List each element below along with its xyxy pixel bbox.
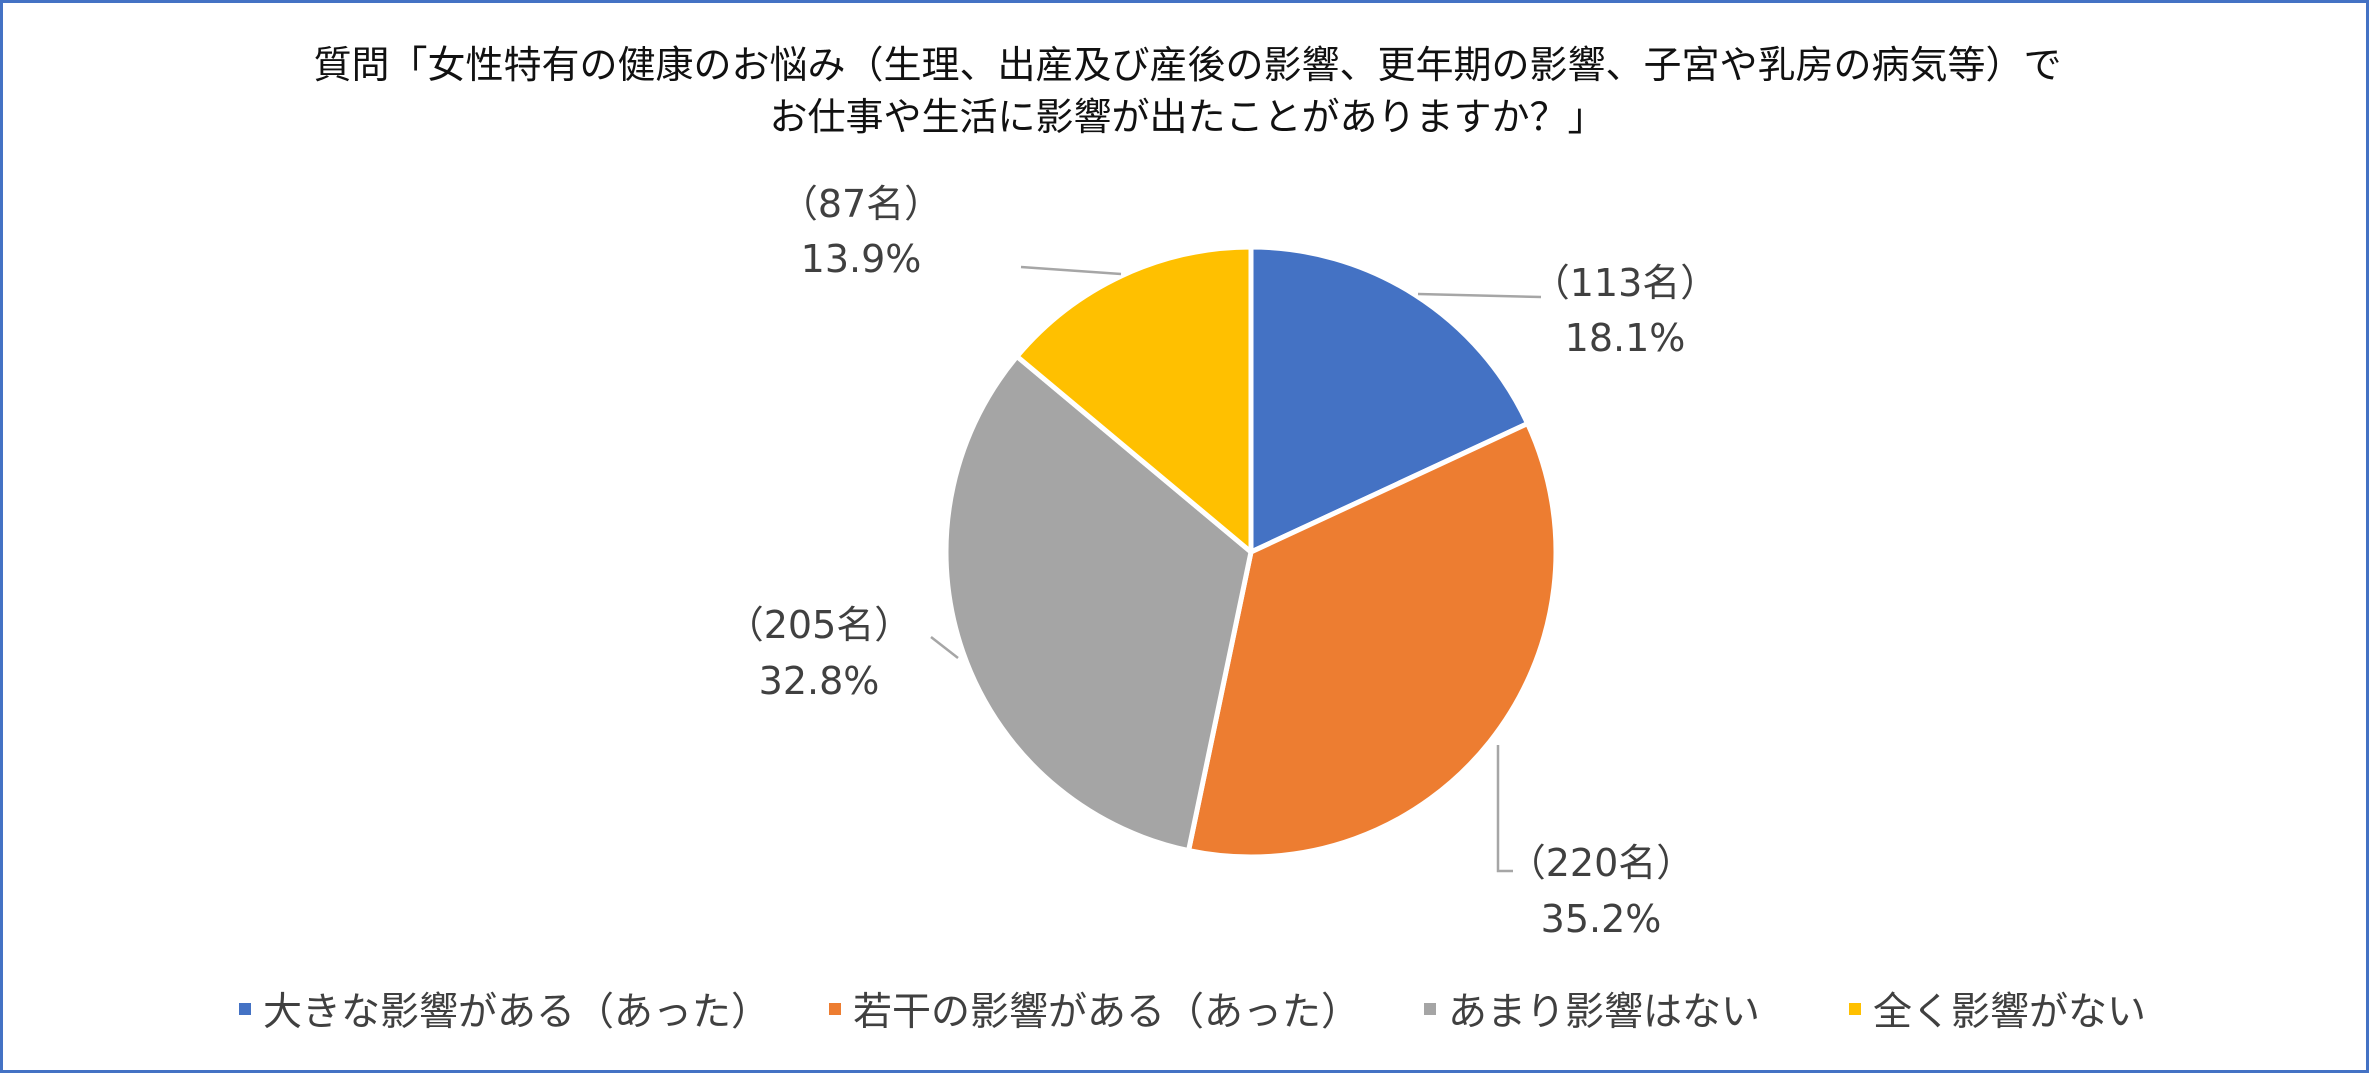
legend-label-no-impact: 全く影響がない bbox=[1873, 990, 2147, 1035]
leader-line-large-impact bbox=[1417, 292, 1542, 299]
data-label-percent-little-impact: 32.8% bbox=[759, 659, 880, 703]
leader-line-no-impact bbox=[1020, 265, 1122, 276]
legend-item-slight-impact: 若干の影響がある（あった） bbox=[829, 981, 1360, 1037]
data-labels: （113名） 18.1% （220名） 35.2% （205名） 32.8% （87名） 13… bbox=[726, 182, 1719, 941]
legend-item-no-impact: 全く影響がない bbox=[1849, 981, 2146, 1037]
data-label-count-no-impact: （87名） bbox=[780, 182, 942, 226]
data-label-percent-large-impact: 18.1% bbox=[1565, 316, 1686, 360]
chart-title: 質問「女性特有の健康のお悩み（生理、出産及び産後の影響、更年期の影響、子宮や乳房… bbox=[3, 39, 2369, 143]
data-label-percent-slight-impact: 35.2% bbox=[1541, 897, 1662, 941]
legend-label-large-impact: 大きな影響がある（あった） bbox=[263, 990, 771, 1035]
pie-slice-little-impact bbox=[943, 353, 1254, 854]
pie-slice-no-impact bbox=[1014, 244, 1254, 555]
legend-swatch-large-impact bbox=[239, 1003, 251, 1015]
legend-label-little-impact: あまり影響はない bbox=[1448, 990, 1761, 1035]
chart-title-line-2: お仕事や生活に影響が出たことがありますか？」 bbox=[769, 95, 1606, 139]
data-label-count-little-impact: （205名） bbox=[726, 603, 913, 647]
pie-slice-slight-impact bbox=[1186, 421, 1559, 860]
data-label-percent-no-impact: 13.9% bbox=[801, 237, 922, 281]
legend-label-slight-impact: 若干の影響がある（あった） bbox=[853, 990, 1361, 1035]
chart-title-line-1: 質問「女性特有の健康のお悩み（生理、出産及び産後の影響、更年期の影響、子宮や乳房… bbox=[313, 43, 2062, 87]
legend-swatch-no-impact bbox=[1849, 1003, 1861, 1015]
leader-line-slight-impact bbox=[1496, 745, 1513, 873]
leader-line-little-impact bbox=[930, 636, 959, 659]
pie-slices bbox=[943, 244, 1559, 860]
legend-item-little-impact: あまり影響はない bbox=[1424, 981, 1760, 1037]
legend-swatch-slight-impact bbox=[829, 1003, 841, 1015]
chart-legend: 大きな影響がある（あった） 若干の影響がある（あった） あまり影響はない 全く影… bbox=[3, 981, 2369, 1037]
legend-item-large-impact: 大きな影響がある（あった） bbox=[239, 981, 770, 1037]
data-label-count-large-impact: （113名） bbox=[1532, 261, 1719, 305]
pie-chart: （113名） 18.1% （220名） 35.2% （205名） 32.8% （87名） 13… bbox=[726, 182, 1719, 941]
pie-slice-large-impact bbox=[1248, 244, 1531, 555]
data-label-count-slight-impact: （220名） bbox=[1508, 841, 1695, 885]
legend-swatch-little-impact bbox=[1424, 1003, 1436, 1015]
